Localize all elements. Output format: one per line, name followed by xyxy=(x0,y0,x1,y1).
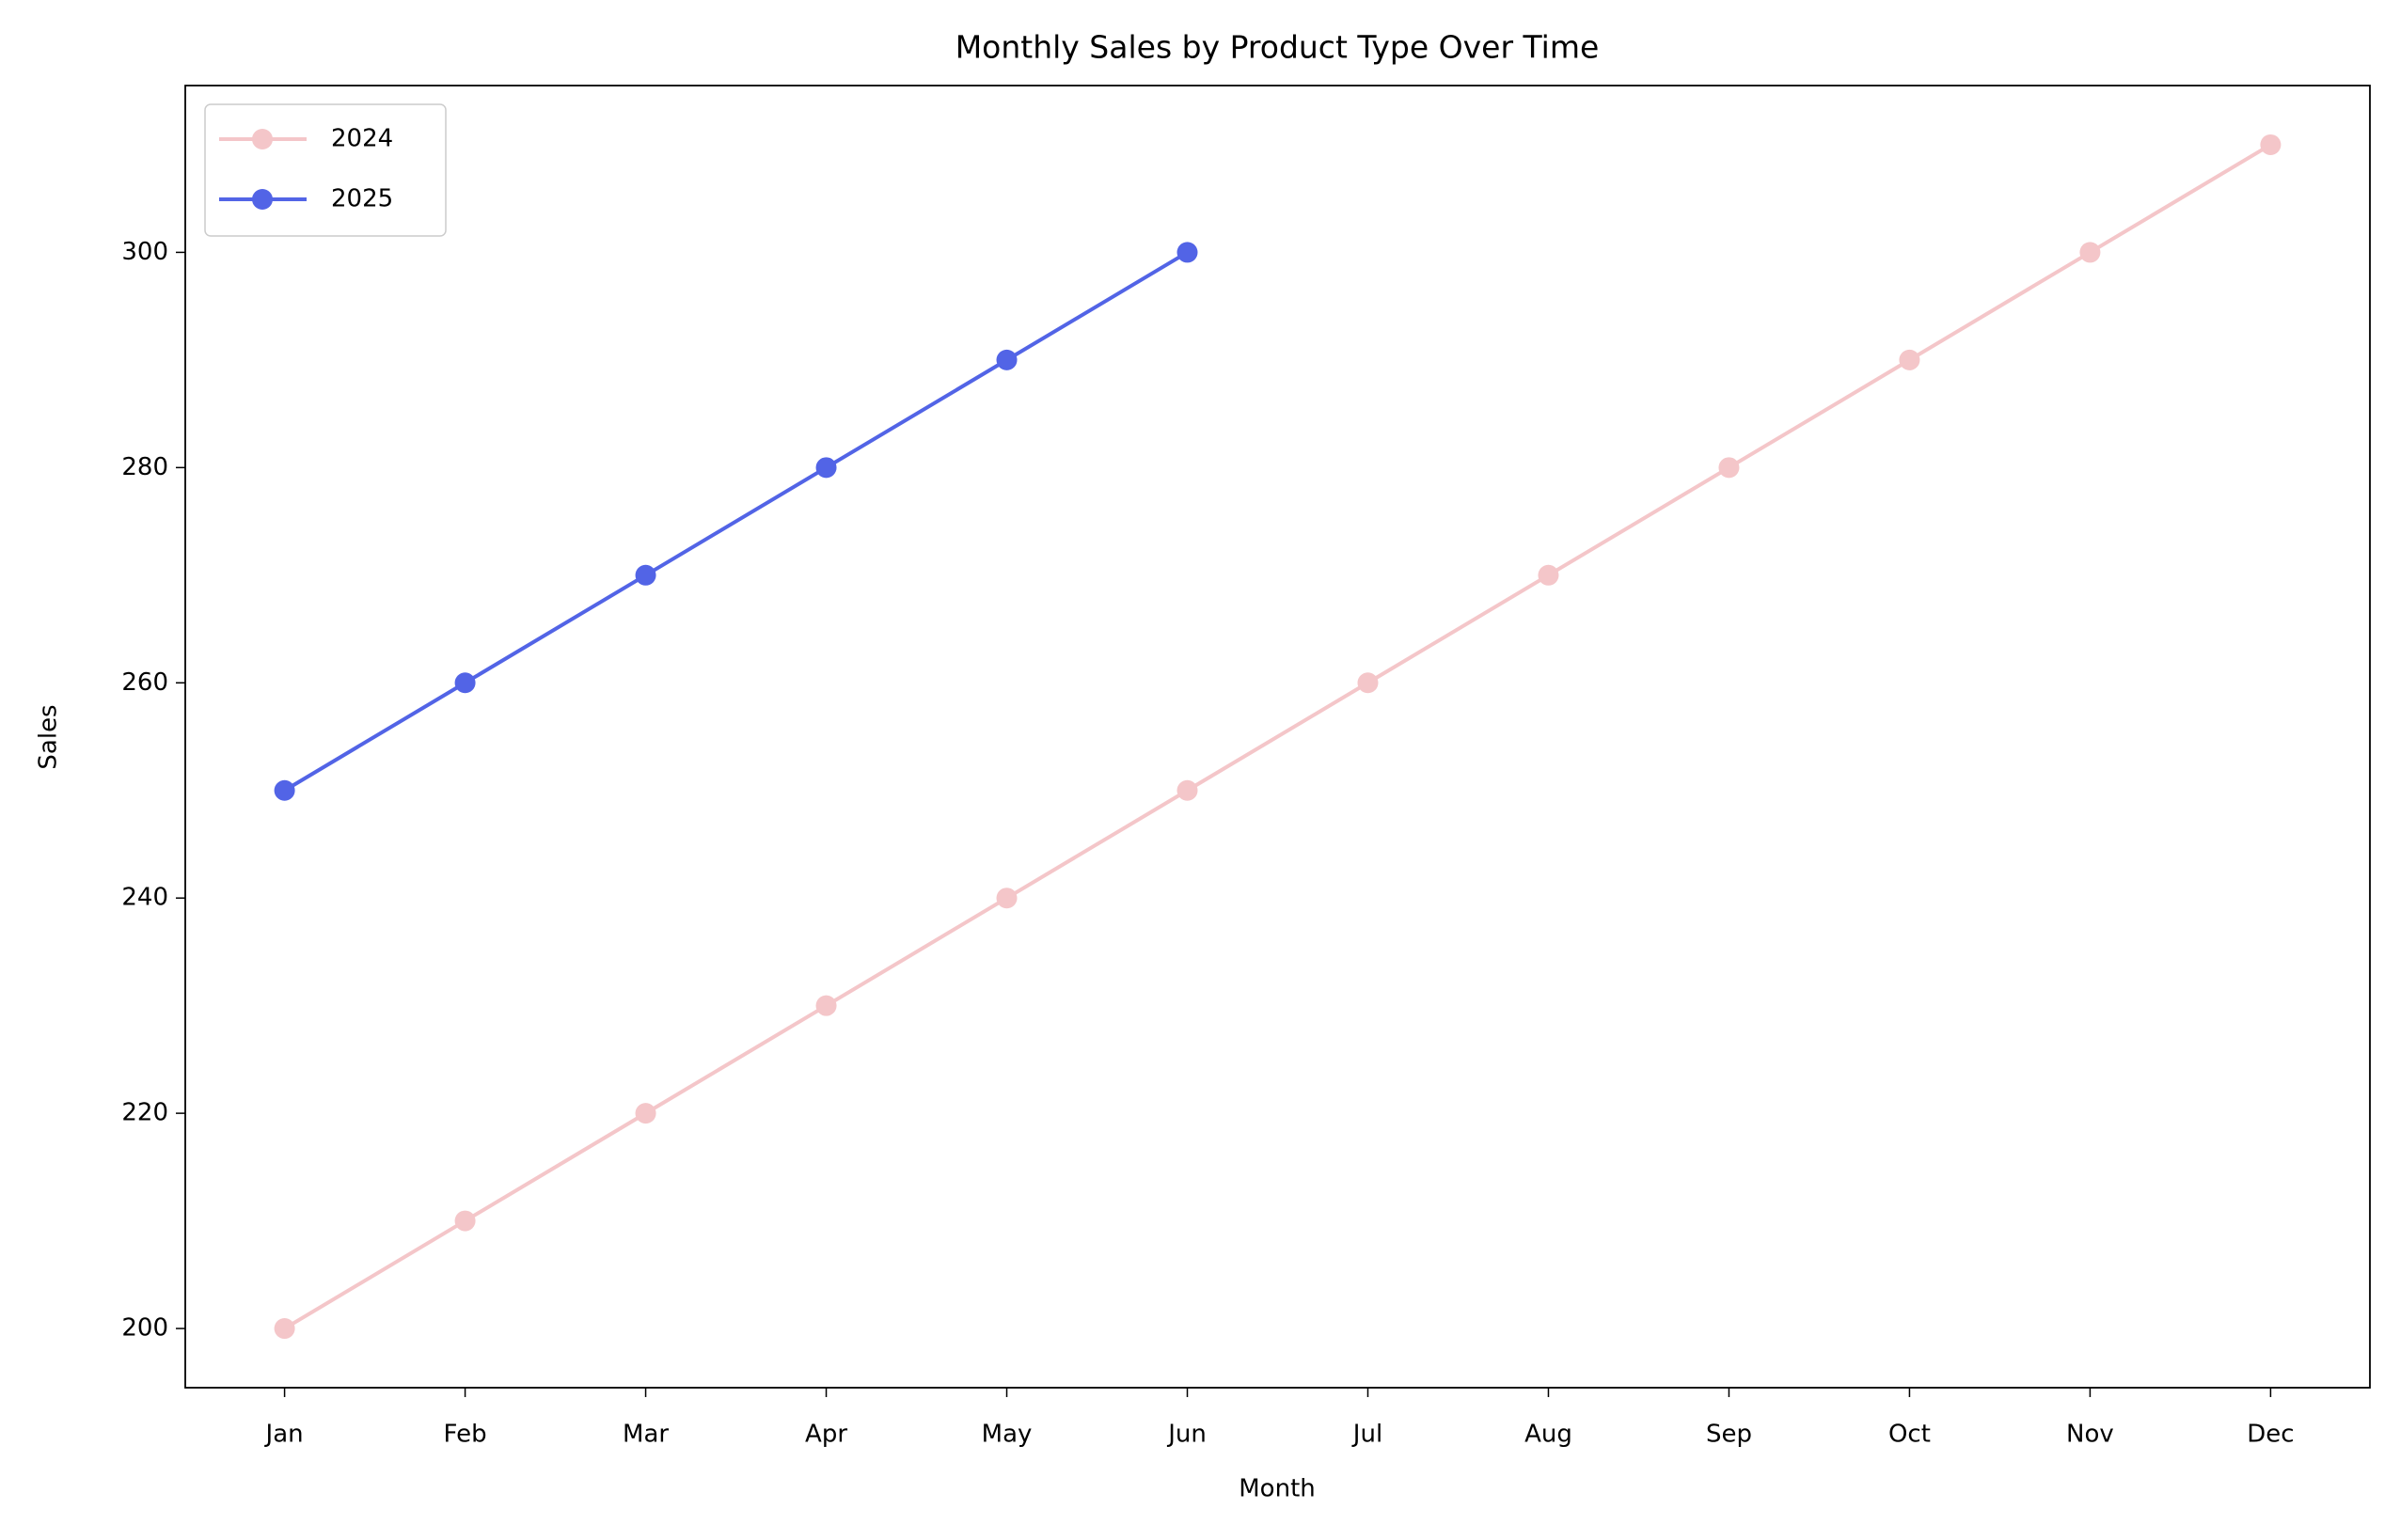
data-point xyxy=(996,349,1018,370)
y-tick-label: 260 xyxy=(121,668,168,697)
data-point xyxy=(1718,457,1740,479)
data-point xyxy=(635,564,656,586)
data-point xyxy=(815,995,837,1016)
legend-label: 2025 xyxy=(331,185,393,213)
x-tick-label: Jan xyxy=(264,1421,304,1449)
x-tick-label: Nov xyxy=(2066,1421,2114,1449)
y-tick-label: 300 xyxy=(121,238,168,266)
data-point xyxy=(1538,564,1559,586)
data-point xyxy=(635,1103,656,1124)
y-axis-label: Sales xyxy=(35,704,63,769)
x-tick-label: May xyxy=(982,1421,1033,1449)
data-point xyxy=(1357,672,1379,694)
x-tick-label: Aug xyxy=(1524,1421,1572,1449)
data-point xyxy=(274,779,295,801)
x-tick-label: Feb xyxy=(444,1421,487,1449)
data-point xyxy=(454,1210,476,1232)
data-point xyxy=(2260,134,2282,155)
data-point xyxy=(1176,779,1198,801)
x-tick-label: Jun xyxy=(1166,1421,1207,1449)
legend-label: 2024 xyxy=(331,125,393,153)
series-line xyxy=(283,143,2272,1330)
x-tick-label: Apr xyxy=(805,1421,847,1449)
x-tick-label: Sep xyxy=(1706,1421,1752,1449)
y-tick-label: 220 xyxy=(121,1099,168,1127)
x-tick-label: Jul xyxy=(1351,1421,1382,1449)
data-point xyxy=(454,672,476,694)
legend-box xyxy=(204,103,447,237)
legend-marker xyxy=(252,189,273,210)
data-point xyxy=(274,1318,295,1340)
plot-frame xyxy=(184,85,2371,1389)
data-point xyxy=(2079,242,2101,263)
legend-marker xyxy=(252,129,273,149)
x-tick-label: Dec xyxy=(2247,1421,2294,1449)
data-point xyxy=(1899,349,1920,370)
series-line xyxy=(283,250,1189,793)
y-tick-label: 240 xyxy=(121,884,168,912)
y-tick-label: 200 xyxy=(121,1314,168,1343)
data-point xyxy=(815,457,837,479)
x-tick-label: Mar xyxy=(623,1421,669,1449)
data-point xyxy=(996,888,1018,909)
y-tick-label: 280 xyxy=(121,453,168,481)
x-axis-label: Month xyxy=(1239,1475,1316,1503)
x-tick-label: Oct xyxy=(1888,1421,1931,1449)
data-point xyxy=(1176,242,1198,263)
chart-title: Monthly Sales by Product Type Over Time xyxy=(955,29,1600,66)
